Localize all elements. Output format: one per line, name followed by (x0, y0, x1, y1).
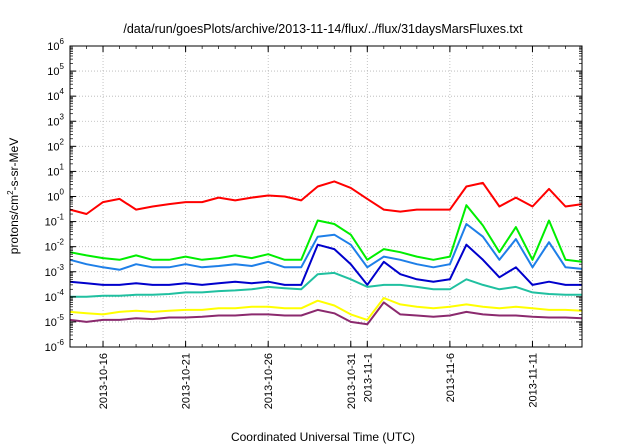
y-tick-label: 10-3 (45, 263, 65, 279)
series-line-1 (69, 180, 583, 215)
series-line-3 (69, 223, 583, 271)
y-axis-ticks: 10-6 10-5 10-4 10-3 10-2 10-1 100 101 102 103 104 1… (45, 37, 582, 354)
x-tick-label: 2013-11-1 (362, 353, 374, 402)
x-tick-label: 2013-11-6 (445, 353, 457, 402)
y-tick-label: 100 (47, 188, 64, 204)
series-line-5 (70, 271, 582, 298)
x-axis-label: Coordinated Universal Time (UTC) (231, 430, 415, 444)
y-tick-label: 103 (47, 112, 64, 128)
x-axis-ticks: 2013-10-16 2013-10-21 2013-10-26 2013-10-31… (69, 46, 583, 409)
x-tick-label: 2013-10-26 (263, 353, 275, 409)
y-tick-label: 101 (47, 162, 64, 178)
x-tick-label: 2013-11-11 (527, 353, 539, 408)
series-line-6 (69, 297, 583, 321)
chart-title: /data/run/goesPlots/archive/2013-11-14/f… (123, 22, 523, 36)
y-tick-label: 10-4 (45, 288, 65, 304)
series-line-2 (69, 204, 583, 263)
series-line-7 (69, 301, 583, 326)
y-tick-label: 105 (47, 62, 64, 78)
y-tick-label: 10-1 (45, 213, 65, 229)
y-tick-label: 106 (47, 37, 64, 53)
y-tick-label: 10-5 (45, 313, 65, 329)
grid-lines (70, 46, 582, 347)
x-tick-label: 2013-10-21 (181, 353, 193, 409)
series-group (69, 180, 583, 326)
y-tick-label: 10-6 (45, 338, 65, 354)
y-tick-label: 104 (47, 87, 64, 103)
x-tick-label: 2013-10-16 (98, 353, 110, 409)
y-tick-label: 10-2 (45, 238, 65, 254)
x-tick-label: 2013-10-31 (346, 353, 358, 409)
series-line-4 (69, 243, 582, 286)
y-tick-label: 102 (47, 137, 64, 153)
y-axis-label: protons/cm2-s-sr-MeV (6, 138, 21, 254)
